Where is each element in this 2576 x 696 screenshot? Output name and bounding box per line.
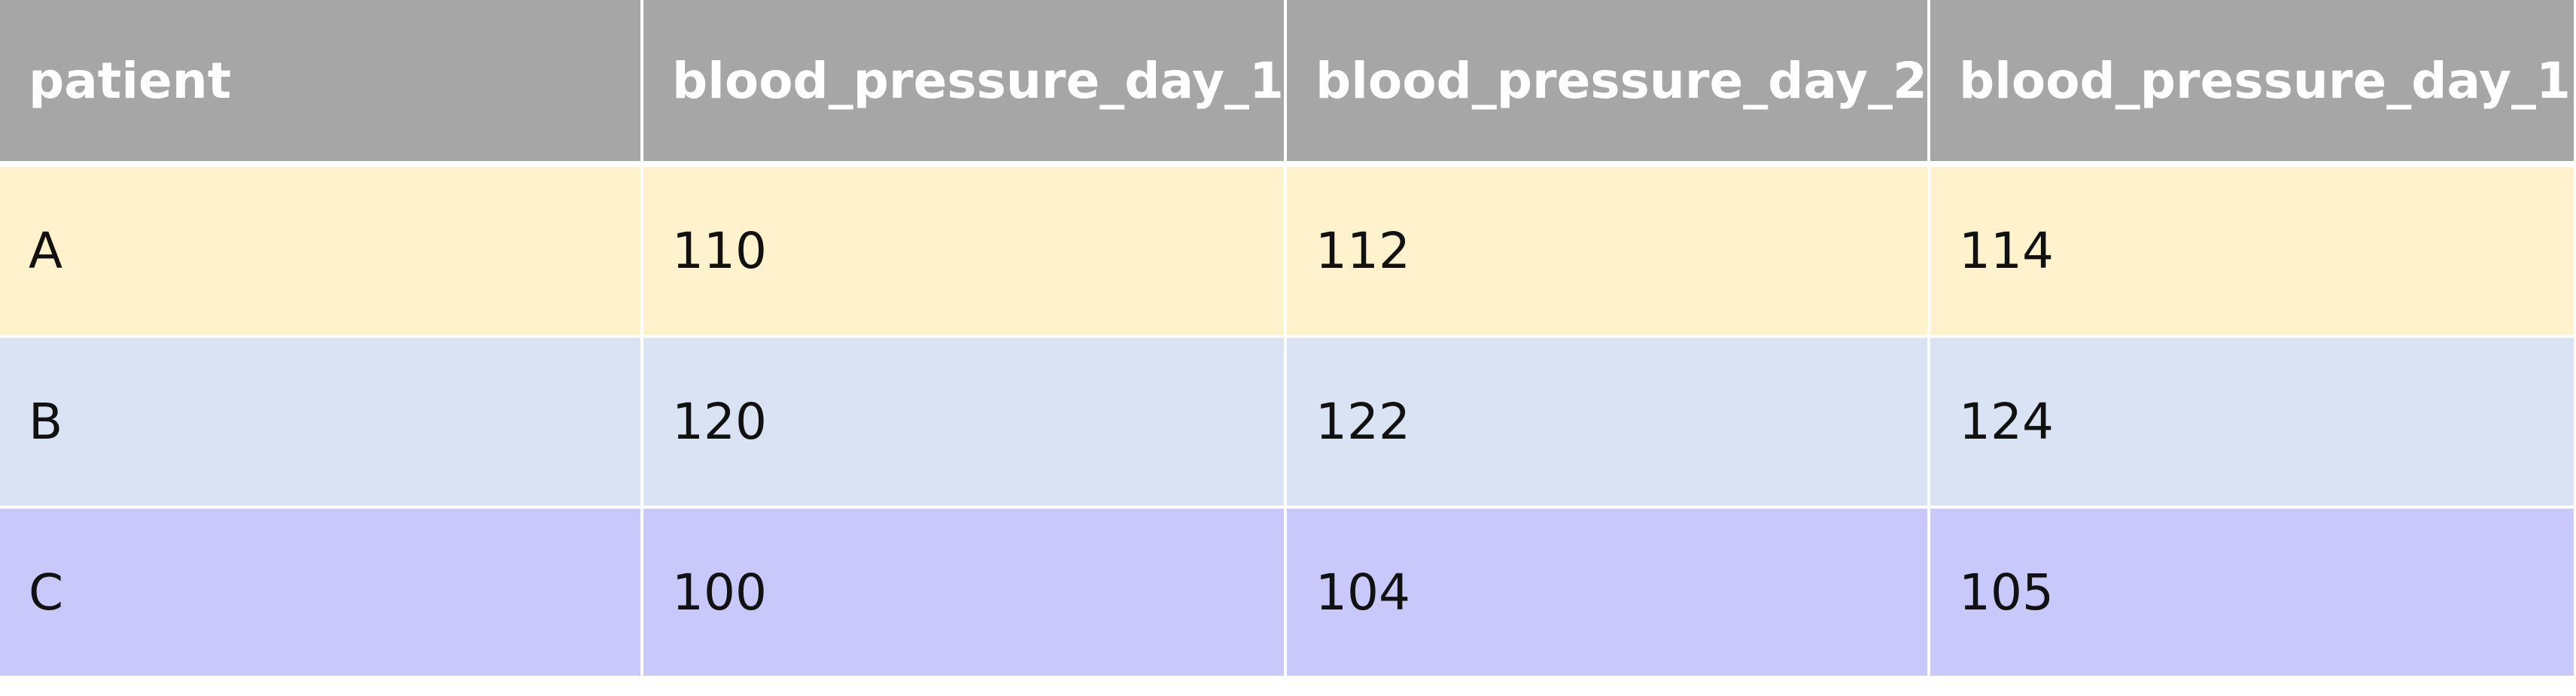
column-header-blood-pressure-day-1-repeat: blood_pressure_day_1 [1930, 0, 2574, 167]
table-cell-value: 114 [1930, 167, 2574, 338]
blood-pressure-table: patient blood_pressure_day_1 blood_press… [0, 0, 2574, 679]
column-header-blood-pressure-day-1: blood_pressure_day_1 [643, 0, 1287, 167]
table-cell-value: 105 [1930, 509, 2574, 679]
table-cell-patient: B [0, 338, 643, 509]
table-cell-patient: C [0, 509, 643, 679]
table-cell-patient: A [0, 167, 643, 338]
table-cell-value: 100 [643, 509, 1287, 679]
column-header-blood-pressure-day-2: blood_pressure_day_2 [1287, 0, 1930, 167]
table-cell-value: 122 [1287, 338, 1930, 509]
table-cell-value: 124 [1930, 338, 2574, 509]
table-cell-value: 112 [1287, 167, 1930, 338]
table-cell-value: 104 [1287, 509, 1930, 679]
column-header-patient: patient [0, 0, 643, 167]
table-cell-value: 120 [643, 338, 1287, 509]
table-cell-value: 110 [643, 167, 1287, 338]
